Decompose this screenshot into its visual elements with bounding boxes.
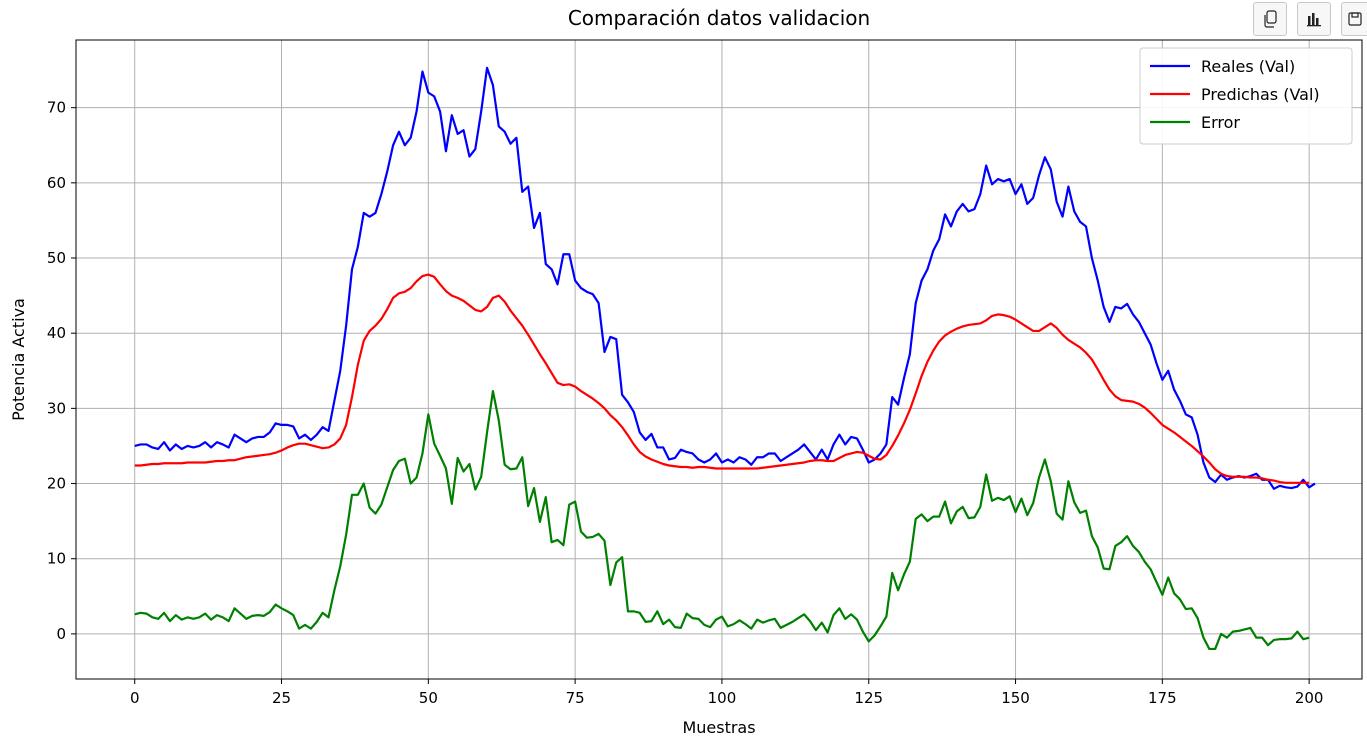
x-tick-label: 150 xyxy=(1001,689,1030,707)
plot-area-frame xyxy=(75,39,1363,680)
copy-button[interactable] xyxy=(1253,2,1287,36)
series-layer xyxy=(134,66,1316,651)
series-line-reales-val xyxy=(134,66,1316,490)
legend-label: Predichas (Val) xyxy=(1201,85,1320,104)
y-tick-label: 60 xyxy=(47,174,66,192)
x-tick-label: 25 xyxy=(272,689,291,707)
x-tick-label: 100 xyxy=(708,689,737,707)
y-tick-label: 10 xyxy=(47,550,66,568)
y-tick-label: 50 xyxy=(47,249,66,267)
legend-label: Error xyxy=(1201,113,1240,132)
chart-toolbar xyxy=(1253,2,1367,36)
save-icon xyxy=(1347,12,1362,26)
y-tick-label: 20 xyxy=(47,475,66,493)
grid xyxy=(76,40,1362,679)
x-tick-label: 200 xyxy=(1295,689,1324,707)
x-tick-label: 50 xyxy=(419,689,438,707)
x-axis-label: Muestras xyxy=(682,718,755,737)
x-tick-label: 75 xyxy=(566,689,585,707)
y-tick-label: 0 xyxy=(56,625,66,643)
legend: Reales (Val) Predichas (Val) Error xyxy=(1139,47,1353,145)
x-tick-label: 125 xyxy=(854,689,883,707)
axis-ticks: 0 25 50 75 100 125 150 175 200 0 10 20 30 40 50 60 70 xyxy=(47,99,1324,707)
legend-label: Reales (Val) xyxy=(1201,57,1295,76)
series-line-error xyxy=(134,389,1310,651)
legend-box xyxy=(1139,47,1353,145)
bar-chart-icon xyxy=(1307,13,1321,27)
y-tick-label: 40 xyxy=(47,324,66,342)
chart-title: Comparación datos validacion xyxy=(568,6,870,30)
copy-icon xyxy=(1264,10,1277,28)
y-axis-label: Potencia Activa xyxy=(9,298,28,421)
y-tick-label: 30 xyxy=(47,399,66,417)
chart-view-button[interactable] xyxy=(1297,2,1331,36)
x-tick-label: 175 xyxy=(1148,689,1177,707)
y-tick-label: 70 xyxy=(47,99,66,117)
save-button[interactable] xyxy=(1341,2,1367,36)
x-tick-label: 0 xyxy=(130,689,140,707)
series-line-predichas-val xyxy=(134,273,1310,484)
